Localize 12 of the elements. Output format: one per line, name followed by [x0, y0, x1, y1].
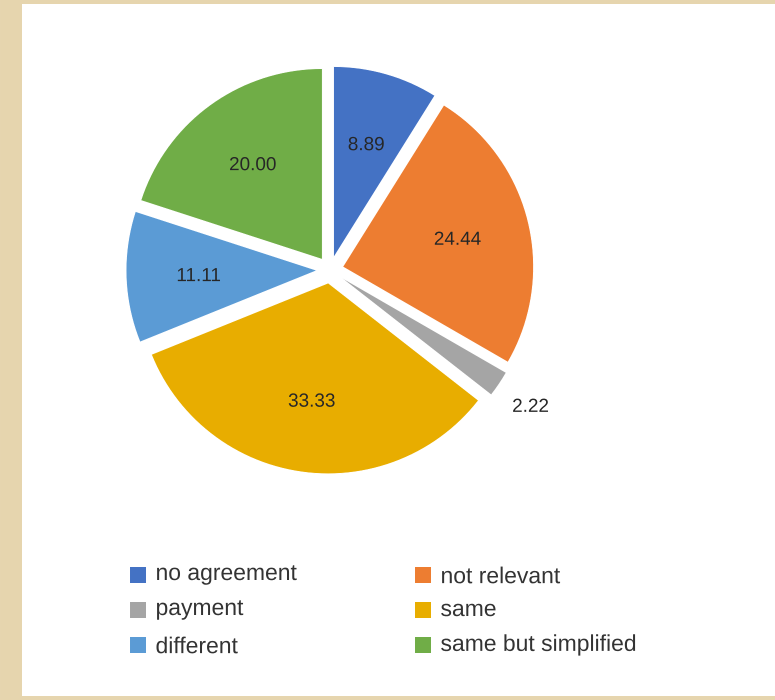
legend-label: payment	[157, 600, 244, 620]
legend-label: not relevant	[442, 566, 560, 584]
data-label: 24.44	[434, 232, 481, 245]
legend-label: same	[441, 604, 496, 616]
data-label: 20.00	[230, 156, 276, 170]
legend-label: different	[156, 636, 238, 654]
data-label: 33.33	[288, 393, 335, 407]
data-label: 8.89	[348, 136, 384, 150]
legend-label: no agreement	[157, 565, 297, 585]
data-label: 11.11	[178, 268, 220, 282]
data-label: 2.22	[513, 398, 548, 412]
legend-label: same but simplified	[441, 634, 636, 656]
